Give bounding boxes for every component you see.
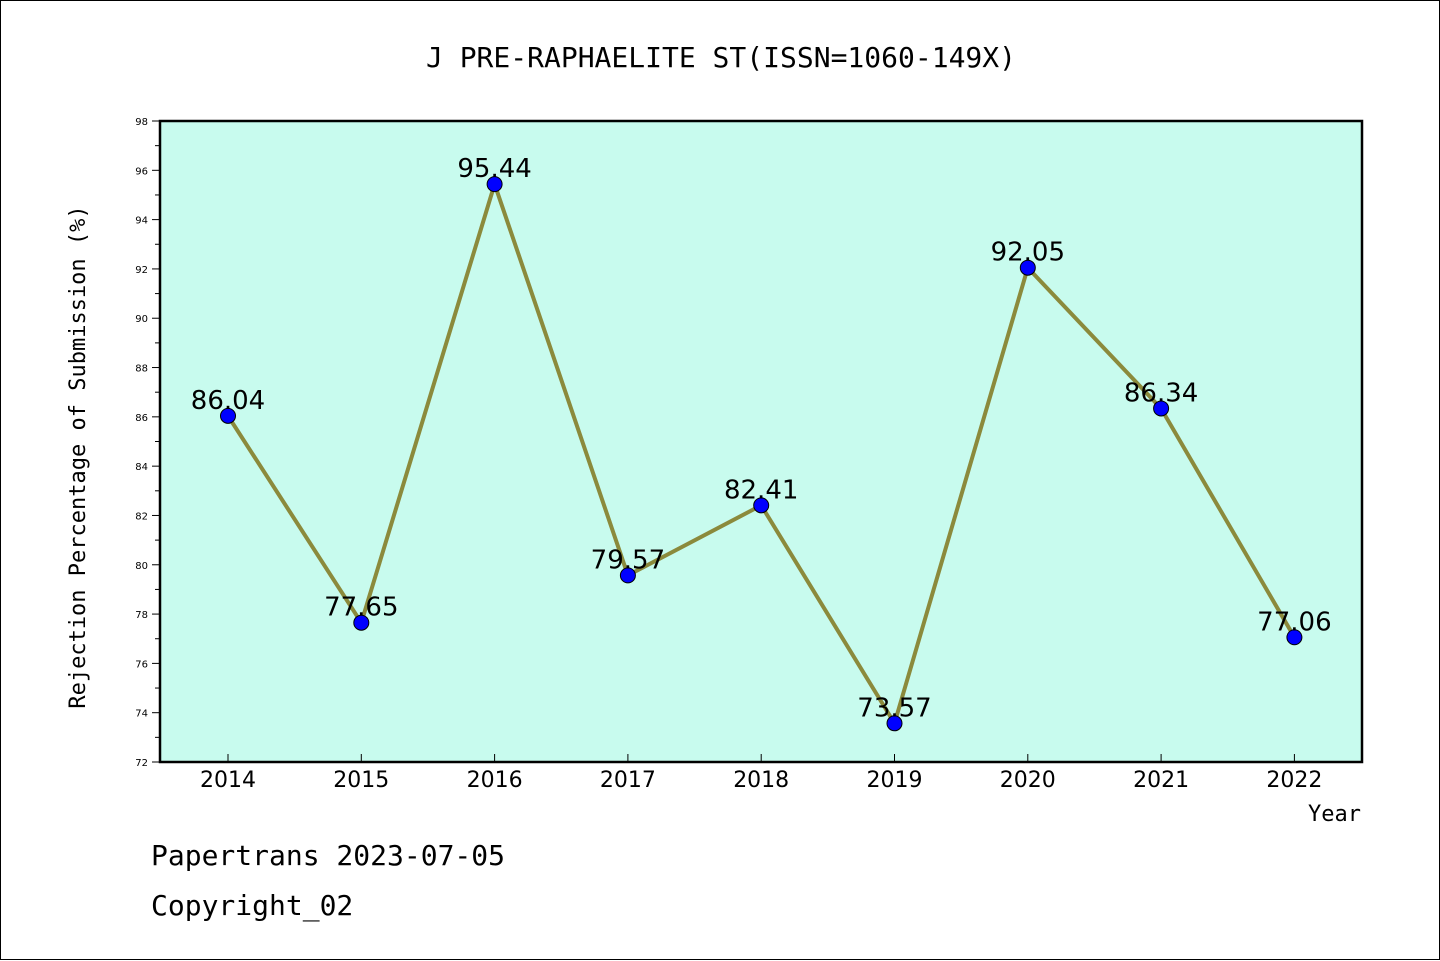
x-tick-label: 2021 (1133, 768, 1189, 793)
data-label: 86.34 (1124, 378, 1198, 408)
y-axis: 72 74 76 78 80 82 84 86 88 90 92 94 96 98 (135, 117, 160, 769)
y-tick-label: 88 (135, 364, 148, 375)
x-tick-label: 2020 (1000, 768, 1056, 793)
y-tick-label: 84 (135, 462, 148, 473)
data-point (353, 614, 370, 631)
y-tick-label: 98 (135, 117, 148, 128)
y-tick-label: 82 (135, 511, 148, 522)
x-tick-label: 2015 (333, 768, 389, 793)
data-point (753, 497, 770, 514)
chart-title: J PRE-RAPHAELITE ST(ISSN=1060-149X) (426, 41, 1016, 74)
data-label: 92.05 (991, 238, 1065, 268)
x-tick-label: 2018 (733, 768, 789, 793)
y-tick-label: 90 (135, 314, 148, 325)
data-label: 95.44 (457, 154, 531, 184)
data-point (486, 176, 503, 193)
y-tick-label: 94 (135, 216, 148, 227)
data-point (1019, 259, 1036, 276)
y-tick-label: 74 (135, 709, 148, 720)
data-label: 82.41 (724, 475, 798, 505)
plot-area (158, 119, 1364, 764)
data-point (1153, 400, 1170, 417)
data-label: 73.57 (857, 693, 931, 723)
data-point (220, 407, 236, 424)
y-tick-label: 80 (135, 561, 148, 572)
data-label: 77.65 (324, 593, 398, 623)
x-tick-label: 2014 (200, 768, 256, 793)
y-tick-label: 96 (135, 166, 148, 177)
y-tick-label: 76 (135, 659, 148, 670)
y-axis-label: Rejection Percentage of Submission (%) (66, 205, 91, 708)
x-axis: 2014 2015 2016 2017 2018 2019 2020 2021 2022 (200, 754, 1322, 793)
data-point (1286, 629, 1303, 646)
footer-date-line: Papertrans 2023-07-05 (151, 839, 505, 872)
x-tick-label: 2016 (467, 768, 523, 793)
x-tick-label: 2017 (600, 768, 656, 793)
y-tick-label: 78 (135, 610, 148, 621)
data-label: 79.57 (591, 545, 665, 575)
data-label: 77.06 (1257, 607, 1331, 637)
x-tick-label: 2019 (867, 768, 923, 793)
x-tick-label: 2022 (1266, 768, 1322, 793)
footer-copyright-line: Copyright_02 (151, 889, 353, 923)
data-point (619, 567, 636, 584)
data-label: 86.04 (191, 386, 265, 416)
data-series: 86.04 77.65 95.44 79.57 82.41 73.57 92.05 86.34… (191, 154, 1332, 732)
y-tick-label: 72 (135, 758, 148, 769)
x-axis-label: Year (1308, 802, 1361, 827)
data-point (886, 715, 903, 732)
y-tick-label: 92 (135, 265, 148, 276)
y-tick-label: 86 (135, 413, 148, 424)
